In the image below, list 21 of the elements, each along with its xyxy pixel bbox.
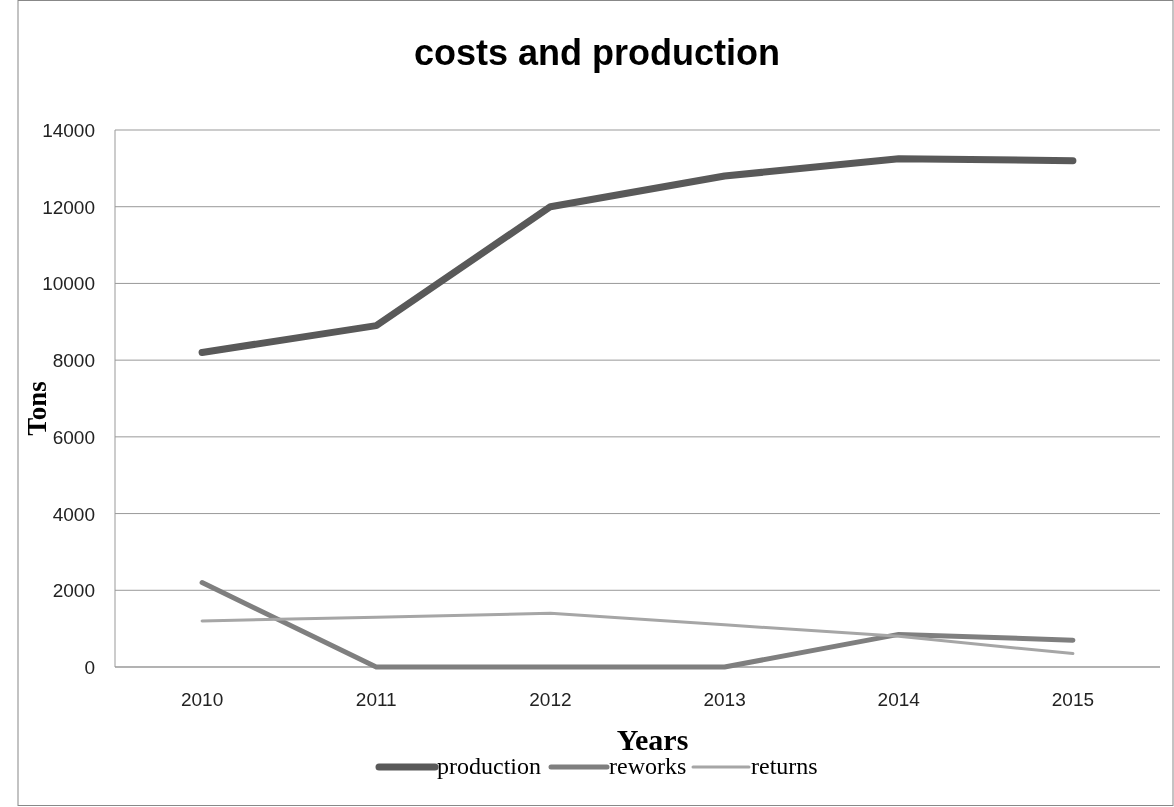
- x-tick-label: 2012: [529, 689, 572, 710]
- y-tick-label: 10000: [42, 273, 95, 295]
- legend-label: reworks: [609, 753, 687, 779]
- y-tick-label: 2000: [52, 580, 95, 602]
- y-axis-title: Tons: [22, 381, 52, 436]
- x-axis-title: Years: [616, 723, 689, 756]
- x-tick-label: 2014: [877, 689, 921, 710]
- y-tick-label: 12000: [42, 196, 95, 218]
- y-tick-label: 0: [84, 657, 95, 678]
- y-tick-label: 4000: [52, 503, 95, 525]
- x-tick-label: 2013: [703, 689, 746, 710]
- line-series: [200, 611, 1075, 656]
- x-tick-label: 2015: [1051, 689, 1095, 710]
- y-tick-label: 6000: [52, 426, 95, 448]
- legend-label: returns: [751, 753, 818, 779]
- chart-title: costs and production: [413, 32, 781, 73]
- legend-label: production: [437, 753, 541, 779]
- y-tick-label: 14000: [42, 120, 95, 141]
- y-tick-label: 8000: [52, 350, 95, 372]
- x-tick-label: 2011: [355, 689, 397, 710]
- x-tick-label: 2010: [180, 689, 224, 710]
